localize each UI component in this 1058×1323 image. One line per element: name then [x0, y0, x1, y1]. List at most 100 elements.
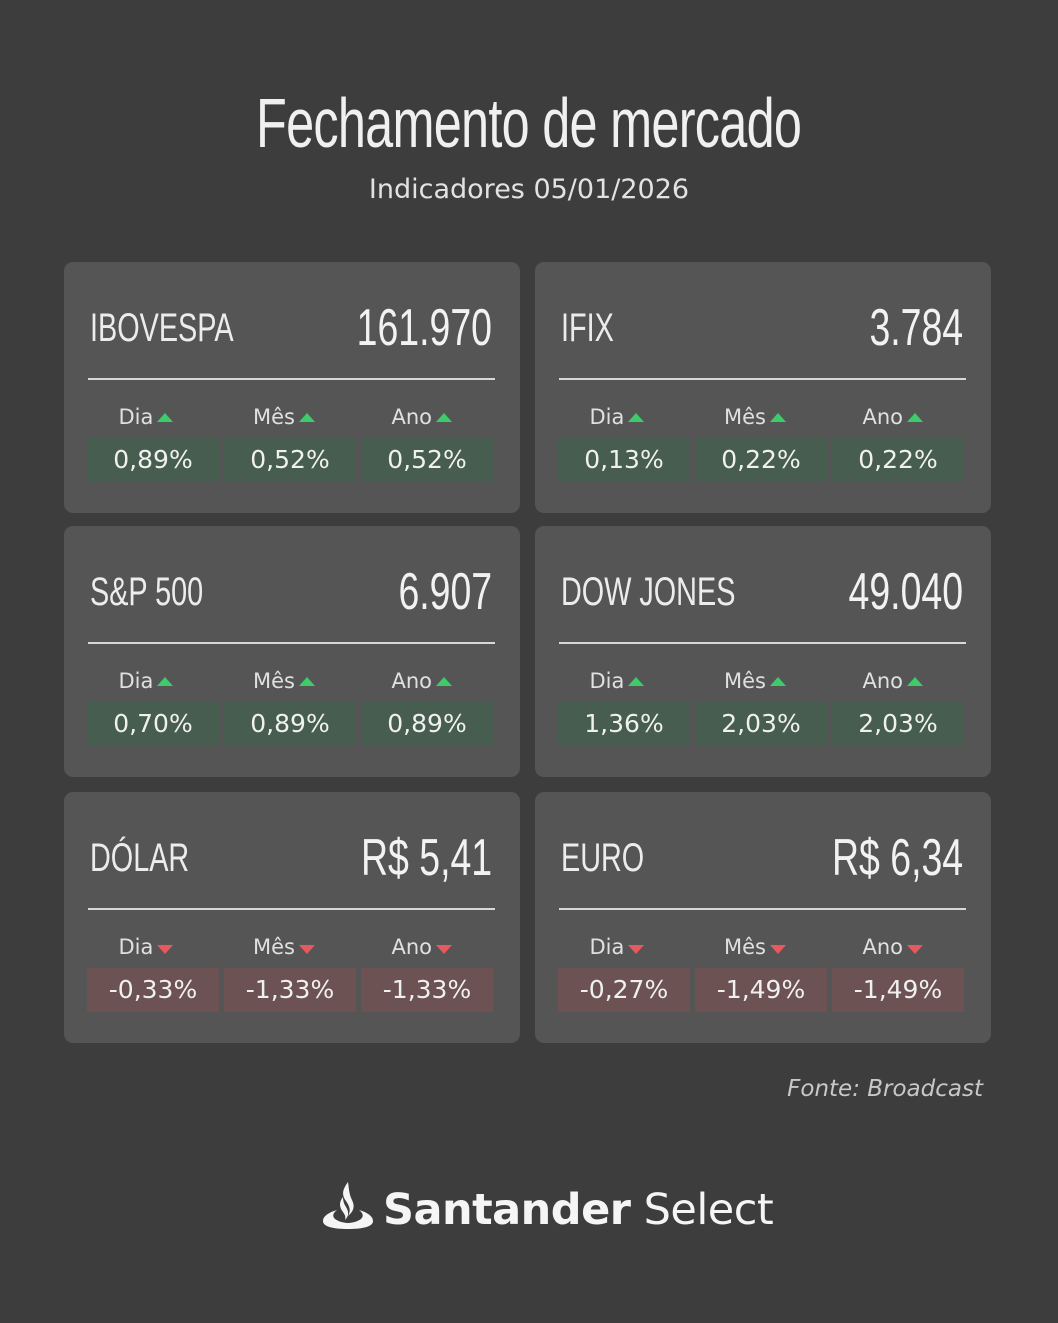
indicator-name: EURO — [561, 836, 645, 880]
period-label-2: Ano — [863, 666, 924, 696]
change-value: 0,70% — [87, 702, 219, 746]
change-value: 0,22% — [832, 438, 964, 482]
arrow-down-icon — [907, 944, 924, 954]
period-label-1: Mês — [724, 402, 786, 432]
change-value: 1,36% — [558, 702, 690, 746]
period-label-text: Dia — [589, 669, 625, 693]
arrow-up-icon — [436, 412, 453, 422]
change-value: -1,33% — [361, 968, 493, 1012]
arrow-up-icon — [436, 676, 453, 686]
card-divider — [559, 642, 966, 644]
page-title: Fechamento de mercado — [256, 84, 802, 162]
period-label-text: Ano — [862, 669, 904, 693]
change-value: -1,49% — [832, 968, 964, 1012]
change-value: -1,33% — [224, 968, 356, 1012]
arrow-up-icon — [769, 676, 786, 686]
arrow-down-icon — [769, 944, 786, 954]
arrow-up-icon — [298, 412, 315, 422]
period-label-text: Dia — [118, 405, 154, 429]
period-label-2: Ano — [392, 666, 453, 696]
change-value: 0,22% — [695, 438, 827, 482]
arrow-down-icon — [298, 944, 315, 954]
indicator-value: R$ 6,34 — [831, 829, 963, 887]
logo-wordmark: Santander Select — [383, 1182, 774, 1238]
change-value: 0,89% — [224, 702, 356, 746]
change-value: 0,52% — [224, 438, 356, 482]
indicator-card-euro: EURO R$ 6,34 Dia -0,27% Mês -1,49% Ano -1,49% — [535, 792, 991, 1043]
period-label-text: Mês — [724, 669, 766, 693]
change-value: -0,27% — [558, 968, 690, 1012]
indicator-value: 49.040 — [848, 563, 963, 621]
change-value: 0,13% — [558, 438, 690, 482]
indicator-name: DOW JONES — [561, 570, 736, 614]
period-label-0: Dia — [119, 932, 174, 962]
period-label-text: Ano — [391, 405, 433, 429]
change-value: 0,89% — [361, 702, 493, 746]
card-divider — [559, 378, 966, 380]
flame-icon — [323, 1182, 373, 1229]
indicator-card-ibovespa: IBOVESPA 161.970 Dia 0,89% Mês 0,52% Ano 0,52% — [64, 262, 520, 513]
period-label-2: Ano — [863, 402, 924, 432]
indicator-card-d-lar: DÓLAR R$ 5,41 Dia -0,33% Mês -1,33% Ano -1,33% — [64, 792, 520, 1043]
period-label-0: Dia — [119, 666, 174, 696]
arrow-up-icon — [298, 676, 315, 686]
period-label-text: Ano — [391, 935, 433, 959]
period-label-text: Dia — [118, 669, 154, 693]
period-label-text: Ano — [391, 669, 433, 693]
arrow-up-icon — [907, 676, 924, 686]
arrow-down-icon — [157, 944, 174, 954]
arrow-up-icon — [628, 412, 645, 422]
period-label-text: Dia — [118, 935, 154, 959]
period-label-2: Ano — [392, 402, 453, 432]
source-note: Fonte: Broadcast — [787, 1076, 983, 1102]
period-label-2: Ano — [863, 932, 924, 962]
period-label-1: Mês — [724, 666, 786, 696]
change-value: -0,33% — [87, 968, 219, 1012]
change-value: 2,03% — [695, 702, 827, 746]
period-label-1: Mês — [724, 932, 786, 962]
arrow-down-icon — [436, 944, 453, 954]
change-value: 0,52% — [361, 438, 493, 482]
period-label-0: Dia — [590, 402, 645, 432]
change-value: 2,03% — [832, 702, 964, 746]
card-divider — [88, 378, 495, 380]
period-label-0: Dia — [119, 402, 174, 432]
card-divider — [88, 642, 495, 644]
change-value: -1,49% — [695, 968, 827, 1012]
page-subtitle: Indicadores 05/01/2026 — [368, 174, 690, 205]
period-label-1: Mês — [253, 932, 315, 962]
arrow-up-icon — [907, 412, 924, 422]
arrow-up-icon — [157, 412, 174, 422]
logo-brand: Santander — [383, 1185, 631, 1235]
indicator-name: S&P 500 — [90, 570, 204, 614]
indicator-card-ifix: IFIX 3.784 Dia 0,13% Mês 0,22% Ano 0,22% — [535, 262, 991, 513]
arrow-up-icon — [628, 676, 645, 686]
indicator-value: 161.970 — [356, 299, 492, 357]
period-label-2: Ano — [392, 932, 453, 962]
indicator-name: DÓLAR — [90, 836, 190, 880]
period-label-text: Mês — [724, 405, 766, 429]
period-label-text: Dia — [589, 405, 625, 429]
indicator-card-dow-jones: DOW JONES 49.040 Dia 1,36% Mês 2,03% Ano 2,03% — [535, 526, 991, 777]
card-divider — [559, 908, 966, 910]
arrow-up-icon — [157, 676, 174, 686]
period-label-1: Mês — [253, 666, 315, 696]
indicator-card-s-p-500: S&P 500 6.907 Dia 0,70% Mês 0,89% Ano 0,89% — [64, 526, 520, 777]
period-label-text: Mês — [253, 935, 295, 959]
indicator-value: R$ 5,41 — [360, 829, 492, 887]
period-label-text: Mês — [253, 669, 295, 693]
period-label-text: Mês — [724, 935, 766, 959]
card-divider — [88, 908, 495, 910]
period-label-text: Mês — [253, 405, 295, 429]
period-label-0: Dia — [590, 666, 645, 696]
indicator-value: 6.907 — [398, 563, 492, 621]
indicator-value: 3.784 — [869, 299, 963, 357]
indicator-name: IBOVESPA — [90, 306, 234, 350]
period-label-0: Dia — [590, 932, 645, 962]
arrow-down-icon — [628, 944, 645, 954]
period-label-text: Dia — [589, 935, 625, 959]
arrow-up-icon — [769, 412, 786, 422]
period-label-text: Ano — [862, 935, 904, 959]
period-label-text: Ano — [862, 405, 904, 429]
period-label-1: Mês — [253, 402, 315, 432]
